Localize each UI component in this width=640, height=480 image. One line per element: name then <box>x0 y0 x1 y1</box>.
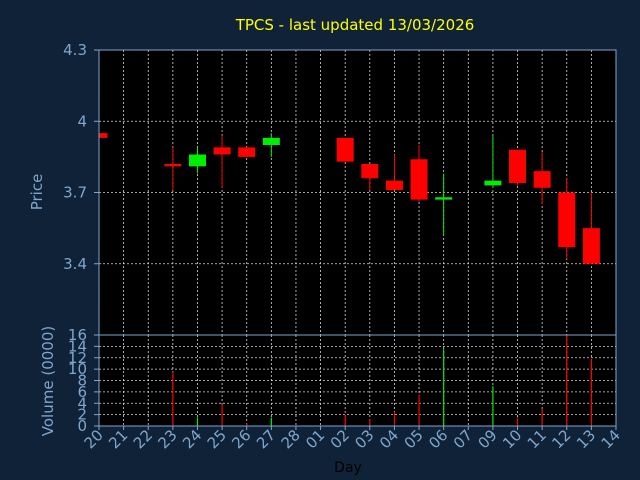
volume-tick-label: 8 <box>77 372 87 390</box>
volume-plot-area <box>99 335 616 426</box>
volume-tick-label: 12 <box>68 349 87 367</box>
volume-tick-label: 4 <box>77 394 87 412</box>
candle-body <box>262 137 280 145</box>
x-tick-label: 25 <box>204 426 230 452</box>
x-tick-label: 21 <box>105 426 131 452</box>
candle-body <box>99 133 108 138</box>
x-axis-label: Day <box>334 460 362 476</box>
candle-body <box>213 147 231 155</box>
candle-body <box>336 137 354 162</box>
volume-tick-label: 0 <box>77 417 87 435</box>
volume-tick-label: 2 <box>77 406 87 424</box>
candle-body <box>435 197 453 200</box>
x-tick-label: 09 <box>475 426 501 452</box>
candle-body <box>509 149 527 183</box>
candle-body <box>164 164 182 167</box>
volume-tick-label: 6 <box>77 383 87 401</box>
volume-axis-label: Volume (0000) <box>39 326 57 436</box>
x-tick-label: 12 <box>548 426 574 452</box>
volume-tick-label: 10 <box>68 360 87 378</box>
price-tick-label: 3.4 <box>63 255 87 273</box>
x-tick-label: 06 <box>425 426 451 452</box>
x-tick-labels: 2021222324252627280102030405060709101112… <box>81 426 624 452</box>
volume-frame <box>98 334 617 427</box>
candle-body <box>385 180 403 191</box>
candle-body <box>361 164 379 179</box>
x-tick-label: 02 <box>327 426 353 452</box>
x-tick-label: 11 <box>524 426 550 452</box>
x-tick-label: 22 <box>130 426 156 452</box>
x-tick-label: 28 <box>278 426 304 452</box>
candle-body <box>410 159 428 200</box>
price-y-ticks: 3.4 3.7 4 4.3 <box>63 41 99 273</box>
chart-title: TPCS - last updated 13/03/2026 <box>235 16 475 34</box>
x-tick-label: 27 <box>253 426 279 452</box>
price-tick-label: 3.7 <box>63 184 87 202</box>
x-tick-label: 01 <box>302 426 328 452</box>
x-tick-label: 04 <box>376 426 402 452</box>
candle-body <box>533 171 551 188</box>
x-tick-label: 14 <box>598 426 624 452</box>
candle-body <box>582 228 600 264</box>
volume-tick-label: 14 <box>68 337 87 355</box>
price-tick-label: 4 <box>77 112 87 130</box>
price-tick-label: 4.3 <box>63 41 87 59</box>
candles <box>98 133 600 264</box>
x-tick-label: 23 <box>154 426 180 452</box>
candle-body <box>188 154 206 167</box>
x-tick-label: 26 <box>228 426 254 452</box>
candle-body <box>238 147 256 157</box>
price-plot-area <box>99 50 616 335</box>
volume-tick-label: 16 <box>68 326 87 344</box>
x-tick-label: 05 <box>401 426 427 452</box>
candle-body <box>484 180 502 186</box>
x-tick-label: 03 <box>351 426 377 452</box>
x-tick-label: 24 <box>179 426 205 452</box>
x-tick-label: 13 <box>573 426 599 452</box>
price-panel: 3.4 3.7 4 4.3 Price <box>28 41 617 336</box>
price-axis-label: Price <box>28 174 46 211</box>
candle-body <box>558 192 576 248</box>
volume-bars <box>172 335 592 426</box>
x-tick-label: 10 <box>499 426 525 452</box>
x-tick-label: 07 <box>450 426 476 452</box>
